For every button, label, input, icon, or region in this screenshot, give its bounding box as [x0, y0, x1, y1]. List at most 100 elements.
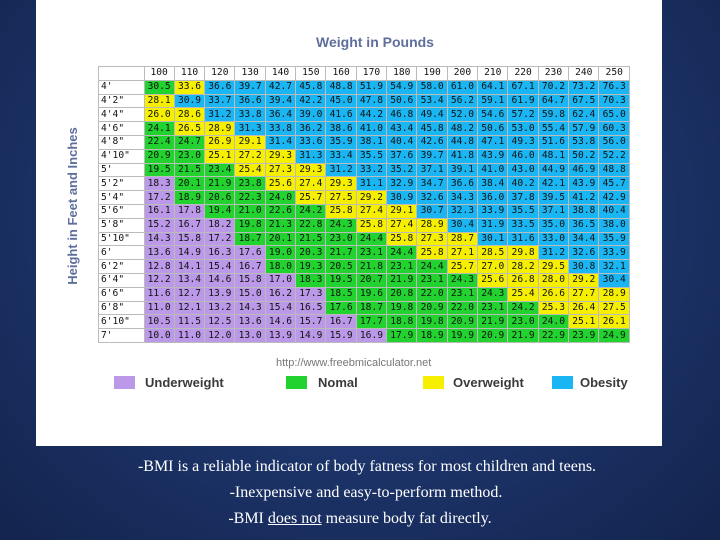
note-line-1: -BMI is a reliable indicator of body fat… — [137, 458, 597, 475]
bmi-cell: 45.8 — [295, 79, 327, 95]
y-axis-label: Height in Feet and Inches — [65, 127, 80, 285]
bmi-cell: 70.3 — [598, 93, 630, 109]
bmi-cell: 55.4 — [537, 121, 570, 136]
bmi-cell: 67.5 — [568, 93, 600, 109]
height-row-header: 5' — [98, 162, 145, 178]
bmi-cell: 20.9 — [477, 328, 509, 343]
table-row: 5'2" 18.3 20.1 21.9 23.8 25.6 27.4 29.3 31.1 32.9… — [98, 176, 630, 192]
bmi-cell: 19.6 — [355, 286, 388, 302]
bmi-cell: 18.7 — [355, 300, 388, 316]
bmi-cell: 16.9 — [355, 328, 388, 343]
bmi-cell: 40.2 — [507, 176, 539, 192]
bmi-cell: 36.6 — [446, 176, 479, 192]
bmi-cell: 14.6 — [204, 272, 236, 288]
bmi-cell: 19.8 — [386, 300, 418, 316]
bmi-cell: 50.2 — [568, 148, 600, 164]
bmi-cell: 33.6 — [173, 79, 206, 95]
bmi-cell: 24.0 — [537, 314, 570, 330]
table-row: 6'10" 10.5 11.5 12.5 13.6 14.6 15.7 16.7 17.7 18.… — [98, 314, 630, 330]
weight-column-header: 160 — [325, 66, 357, 81]
bmi-cell: 76.3 — [598, 79, 630, 95]
bmi-cell: 31.4 — [264, 134, 297, 150]
bmi-cell: 48.1 — [537, 148, 570, 164]
weight-column-header: 150 — [295, 66, 327, 81]
bmi-cell: 29.1 — [386, 203, 418, 219]
bmi-cell: 27.4 — [295, 176, 327, 192]
bmi-cell: 23.9 — [568, 328, 600, 343]
bmi-cell: 20.8 — [386, 286, 418, 302]
bmi-cell: 59.1 — [477, 93, 509, 109]
bmi-cell: 28.2 — [507, 259, 539, 274]
bmi-cell: 70.2 — [537, 79, 570, 95]
bmi-cell: 43.0 — [507, 162, 539, 178]
bmi-cell: 14.9 — [295, 328, 327, 343]
table-row: 6' 13.6 14.9 16.3 17.6 19.0 20.3 21.7 23.1 24.4 25… — [98, 245, 630, 261]
bmi-cell: 38.4 — [477, 176, 509, 192]
bmi-cell: 35.2 — [386, 162, 418, 178]
chart-title: Weight in Pounds — [36, 34, 662, 50]
bmi-cell: 17.6 — [325, 300, 357, 316]
bmi-cell: 31.6 — [507, 231, 539, 247]
bmi-cell: 39.7 — [234, 79, 266, 95]
bmi-cell: 17.7 — [355, 314, 388, 330]
bmi-cell: 39.0 — [295, 107, 327, 123]
bmi-cell: 12.8 — [143, 259, 175, 274]
weight-column-header: 240 — [568, 66, 600, 81]
bmi-cell: 36.4 — [264, 107, 297, 123]
bmi-cell: 20.9 — [416, 300, 448, 316]
bmi-table-wrap: 100 110 120 130 140 150 160 170 180 190 200 210 220 2… — [98, 66, 630, 343]
height-row-header: 6'8" — [98, 300, 145, 316]
bmi-cell: 30.9 — [386, 190, 418, 205]
bmi-cell: 33.9 — [477, 203, 509, 219]
bmi-cell: 51.9 — [355, 79, 388, 95]
weight-column-header: 140 — [264, 66, 297, 81]
bmi-cell: 27.0 — [477, 259, 509, 274]
bmi-cell: 28.7 — [446, 231, 479, 247]
bmi-cell: 36.6 — [204, 79, 236, 95]
bmi-cell: 25.8 — [325, 203, 357, 219]
bmi-cell: 51.6 — [537, 134, 570, 150]
bmi-cell: 22.3 — [234, 190, 266, 205]
bmi-cell: 49.3 — [507, 134, 539, 150]
bmi-cell: 52.0 — [446, 107, 479, 123]
bmi-cell: 37.1 — [416, 162, 448, 178]
table-row: 4'2" 28.1 30.9 33.7 36.6 39.4 42.2 45.0 47.8 50.6… — [98, 93, 630, 109]
bmi-cell: 12.1 — [173, 300, 206, 316]
bmi-cell: 48.2 — [446, 121, 479, 136]
bmi-cell: 50.6 — [386, 93, 418, 109]
legend-swatch-overweight — [423, 376, 444, 389]
bmi-cell: 12.7 — [173, 286, 206, 302]
bmi-cell: 11.0 — [143, 300, 175, 316]
bmi-cell: 46.0 — [507, 148, 539, 164]
bmi-cell: 45.8 — [416, 121, 448, 136]
bmi-cell: 25.4 — [507, 286, 539, 302]
legend-swatch-normal — [286, 376, 307, 389]
bmi-cell: 17.8 — [173, 203, 206, 219]
bmi-cell: 24.9 — [598, 328, 630, 343]
bmi-cell: 41.6 — [325, 107, 357, 123]
bmi-cell: 16.7 — [173, 217, 206, 233]
bmi-cell: 15.8 — [173, 231, 206, 247]
bmi-cell: 36.2 — [295, 121, 327, 136]
weight-column-header: 190 — [416, 66, 448, 81]
bmi-cell: 19.8 — [234, 217, 266, 233]
bmi-cell: 19.4 — [204, 203, 236, 219]
bmi-cell: 17.0 — [264, 272, 297, 288]
weight-column-header: 180 — [386, 66, 418, 81]
bmi-cell: 13.4 — [173, 272, 206, 288]
bmi-cell: 13.2 — [204, 300, 236, 316]
bmi-cell: 31.3 — [295, 148, 327, 164]
bmi-cell: 64.1 — [477, 79, 509, 95]
bmi-cell: 18.5 — [325, 286, 357, 302]
bmi-cell: 27.3 — [264, 162, 297, 178]
bmi-cell: 42.2 — [295, 93, 327, 109]
bmi-cell: 23.0 — [173, 148, 206, 164]
bmi-cell: 30.9 — [173, 93, 206, 109]
bmi-cell: 25.6 — [477, 272, 509, 288]
bmi-cell: 29.2 — [355, 190, 388, 205]
bmi-cell: 21.9 — [386, 272, 418, 288]
bmi-cell: 23.1 — [446, 286, 479, 302]
bmi-cell: 19.3 — [295, 259, 327, 274]
weight-column-header: 170 — [355, 66, 388, 81]
table-row: 5'8" 15.2 16.7 18.2 19.8 21.3 22.8 24.3 25.8 27.4… — [98, 217, 630, 233]
